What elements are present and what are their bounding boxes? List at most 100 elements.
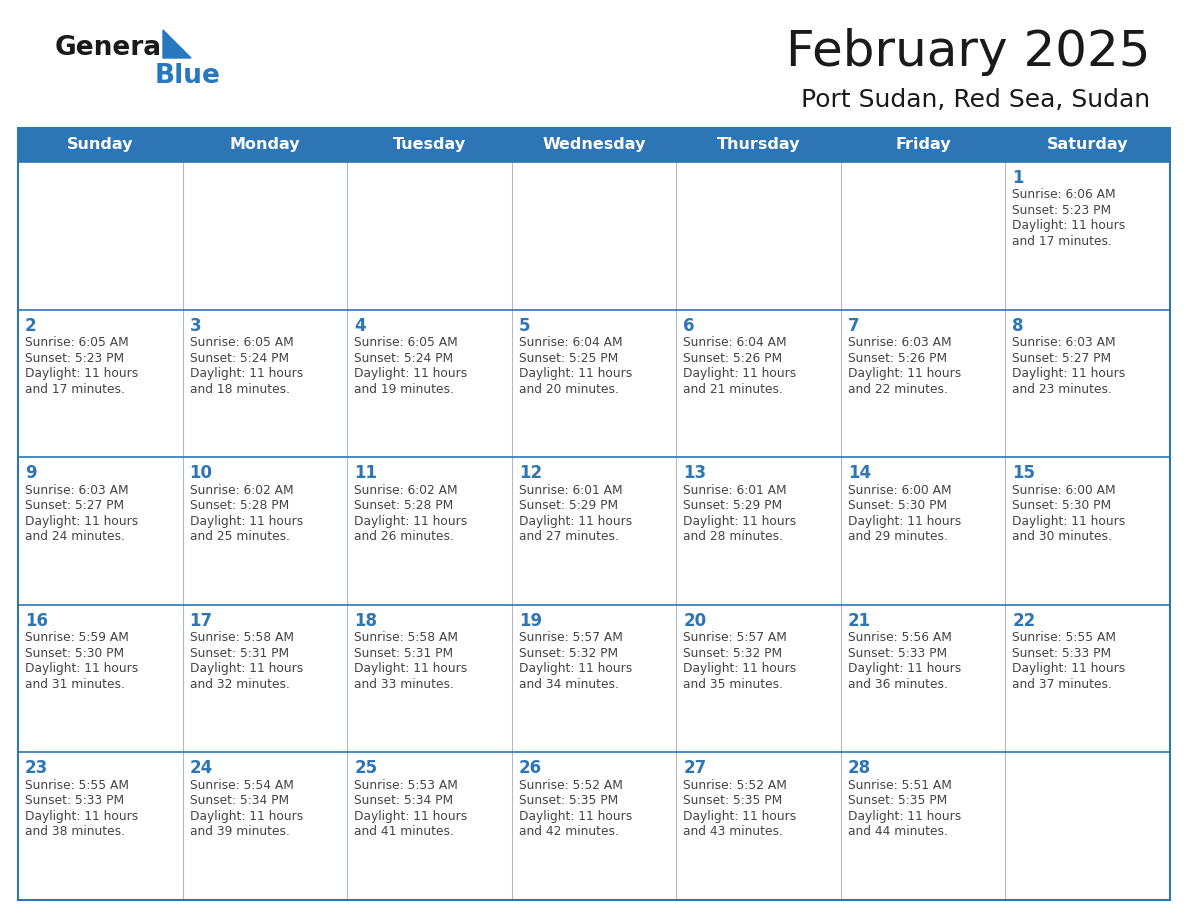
Text: 7: 7 (848, 317, 859, 334)
Text: Daylight: 11 hours: Daylight: 11 hours (354, 810, 467, 823)
Text: Sunset: 5:23 PM: Sunset: 5:23 PM (25, 352, 124, 364)
Text: Sunrise: 5:52 AM: Sunrise: 5:52 AM (519, 778, 623, 792)
Text: 11: 11 (354, 465, 377, 482)
Text: Wednesday: Wednesday (542, 138, 646, 152)
Bar (18, 605, 1170, 753)
Text: 3: 3 (190, 317, 201, 334)
Text: and 29 minutes.: and 29 minutes. (848, 531, 948, 543)
Text: and 30 minutes.: and 30 minutes. (1012, 531, 1112, 543)
Text: and 26 minutes.: and 26 minutes. (354, 531, 454, 543)
Text: 20: 20 (683, 611, 707, 630)
Text: and 38 minutes.: and 38 minutes. (25, 825, 125, 838)
Text: and 25 minutes.: and 25 minutes. (190, 531, 290, 543)
Text: and 27 minutes.: and 27 minutes. (519, 531, 619, 543)
Text: and 17 minutes.: and 17 minutes. (25, 383, 125, 396)
Text: and 22 minutes.: and 22 minutes. (848, 383, 948, 396)
Text: 8: 8 (1012, 317, 1024, 334)
Text: 10: 10 (190, 465, 213, 482)
Text: Sunrise: 5:59 AM: Sunrise: 5:59 AM (25, 632, 128, 644)
Text: and 18 minutes.: and 18 minutes. (190, 383, 290, 396)
Text: Sunset: 5:30 PM: Sunset: 5:30 PM (1012, 499, 1112, 512)
Text: Sunrise: 5:55 AM: Sunrise: 5:55 AM (1012, 632, 1117, 644)
Text: Sunset: 5:32 PM: Sunset: 5:32 PM (519, 647, 618, 660)
Text: Daylight: 11 hours: Daylight: 11 hours (354, 515, 467, 528)
Text: and 35 minutes.: and 35 minutes. (683, 677, 783, 691)
Text: General: General (55, 35, 171, 61)
Text: Daylight: 11 hours: Daylight: 11 hours (25, 662, 138, 676)
Bar (18, 128, 1170, 162)
Text: Sunset: 5:35 PM: Sunset: 5:35 PM (519, 794, 618, 808)
Text: 9: 9 (25, 465, 37, 482)
Text: 27: 27 (683, 759, 707, 778)
Text: Sunrise: 6:05 AM: Sunrise: 6:05 AM (25, 336, 128, 349)
Text: Sunrise: 5:57 AM: Sunrise: 5:57 AM (683, 632, 788, 644)
Text: Sunrise: 6:06 AM: Sunrise: 6:06 AM (1012, 188, 1116, 201)
Text: Sunset: 5:35 PM: Sunset: 5:35 PM (683, 794, 783, 808)
Text: and 44 minutes.: and 44 minutes. (848, 825, 948, 838)
Text: Sunset: 5:29 PM: Sunset: 5:29 PM (519, 499, 618, 512)
Text: 28: 28 (848, 759, 871, 778)
Text: and 21 minutes.: and 21 minutes. (683, 383, 783, 396)
Text: Daylight: 11 hours: Daylight: 11 hours (848, 367, 961, 380)
Text: Daylight: 11 hours: Daylight: 11 hours (1012, 515, 1126, 528)
Text: and 33 minutes.: and 33 minutes. (354, 677, 454, 691)
Text: Thursday: Thursday (716, 138, 801, 152)
Text: Daylight: 11 hours: Daylight: 11 hours (190, 662, 303, 676)
Text: Sunset: 5:27 PM: Sunset: 5:27 PM (1012, 352, 1112, 364)
Text: Sunset: 5:28 PM: Sunset: 5:28 PM (190, 499, 289, 512)
Text: Sunset: 5:30 PM: Sunset: 5:30 PM (25, 647, 124, 660)
Text: Sunset: 5:23 PM: Sunset: 5:23 PM (1012, 204, 1112, 217)
Text: Sunset: 5:24 PM: Sunset: 5:24 PM (190, 352, 289, 364)
Text: Sunset: 5:29 PM: Sunset: 5:29 PM (683, 499, 783, 512)
Text: Daylight: 11 hours: Daylight: 11 hours (848, 810, 961, 823)
Text: Sunrise: 6:03 AM: Sunrise: 6:03 AM (848, 336, 952, 349)
Text: Sunset: 5:33 PM: Sunset: 5:33 PM (25, 794, 124, 808)
Text: Sunrise: 5:51 AM: Sunrise: 5:51 AM (848, 778, 952, 792)
Text: Daylight: 11 hours: Daylight: 11 hours (683, 515, 796, 528)
Text: 17: 17 (190, 611, 213, 630)
Text: 2: 2 (25, 317, 37, 334)
Text: Daylight: 11 hours: Daylight: 11 hours (683, 662, 796, 676)
Text: Sunrise: 6:05 AM: Sunrise: 6:05 AM (354, 336, 457, 349)
Text: Blue: Blue (154, 63, 221, 89)
Text: Daylight: 11 hours: Daylight: 11 hours (25, 515, 138, 528)
Text: Sunrise: 6:02 AM: Sunrise: 6:02 AM (190, 484, 293, 497)
Text: and 23 minutes.: and 23 minutes. (1012, 383, 1112, 396)
Text: and 39 minutes.: and 39 minutes. (190, 825, 290, 838)
Text: Daylight: 11 hours: Daylight: 11 hours (190, 367, 303, 380)
Text: 18: 18 (354, 611, 377, 630)
Text: and 24 minutes.: and 24 minutes. (25, 531, 125, 543)
Text: Daylight: 11 hours: Daylight: 11 hours (190, 515, 303, 528)
Polygon shape (163, 30, 191, 58)
Text: Sunset: 5:26 PM: Sunset: 5:26 PM (848, 352, 947, 364)
Text: Saturday: Saturday (1047, 138, 1129, 152)
Text: Daylight: 11 hours: Daylight: 11 hours (25, 367, 138, 380)
Text: Sunset: 5:33 PM: Sunset: 5:33 PM (1012, 647, 1112, 660)
Text: Daylight: 11 hours: Daylight: 11 hours (354, 367, 467, 380)
Text: Sunrise: 6:02 AM: Sunrise: 6:02 AM (354, 484, 457, 497)
Text: and 28 minutes.: and 28 minutes. (683, 531, 783, 543)
Text: and 31 minutes.: and 31 minutes. (25, 677, 125, 691)
Text: and 17 minutes.: and 17 minutes. (1012, 235, 1112, 248)
Text: Sunrise: 5:57 AM: Sunrise: 5:57 AM (519, 632, 623, 644)
Text: and 42 minutes.: and 42 minutes. (519, 825, 619, 838)
Text: 1: 1 (1012, 169, 1024, 187)
Text: 5: 5 (519, 317, 530, 334)
Text: and 19 minutes.: and 19 minutes. (354, 383, 454, 396)
Bar (18, 457, 1170, 605)
Text: 12: 12 (519, 465, 542, 482)
Text: Sunset: 5:31 PM: Sunset: 5:31 PM (190, 647, 289, 660)
Text: 22: 22 (1012, 611, 1036, 630)
Text: and 32 minutes.: and 32 minutes. (190, 677, 290, 691)
Text: 16: 16 (25, 611, 48, 630)
Text: Sunrise: 6:01 AM: Sunrise: 6:01 AM (683, 484, 786, 497)
Text: and 37 minutes.: and 37 minutes. (1012, 677, 1112, 691)
Text: Tuesday: Tuesday (393, 138, 466, 152)
Text: Sunrise: 6:00 AM: Sunrise: 6:00 AM (848, 484, 952, 497)
Bar (18, 753, 1170, 900)
Text: and 41 minutes.: and 41 minutes. (354, 825, 454, 838)
Text: Friday: Friday (896, 138, 950, 152)
Text: Daylight: 11 hours: Daylight: 11 hours (190, 810, 303, 823)
Text: 6: 6 (683, 317, 695, 334)
Text: Daylight: 11 hours: Daylight: 11 hours (848, 515, 961, 528)
